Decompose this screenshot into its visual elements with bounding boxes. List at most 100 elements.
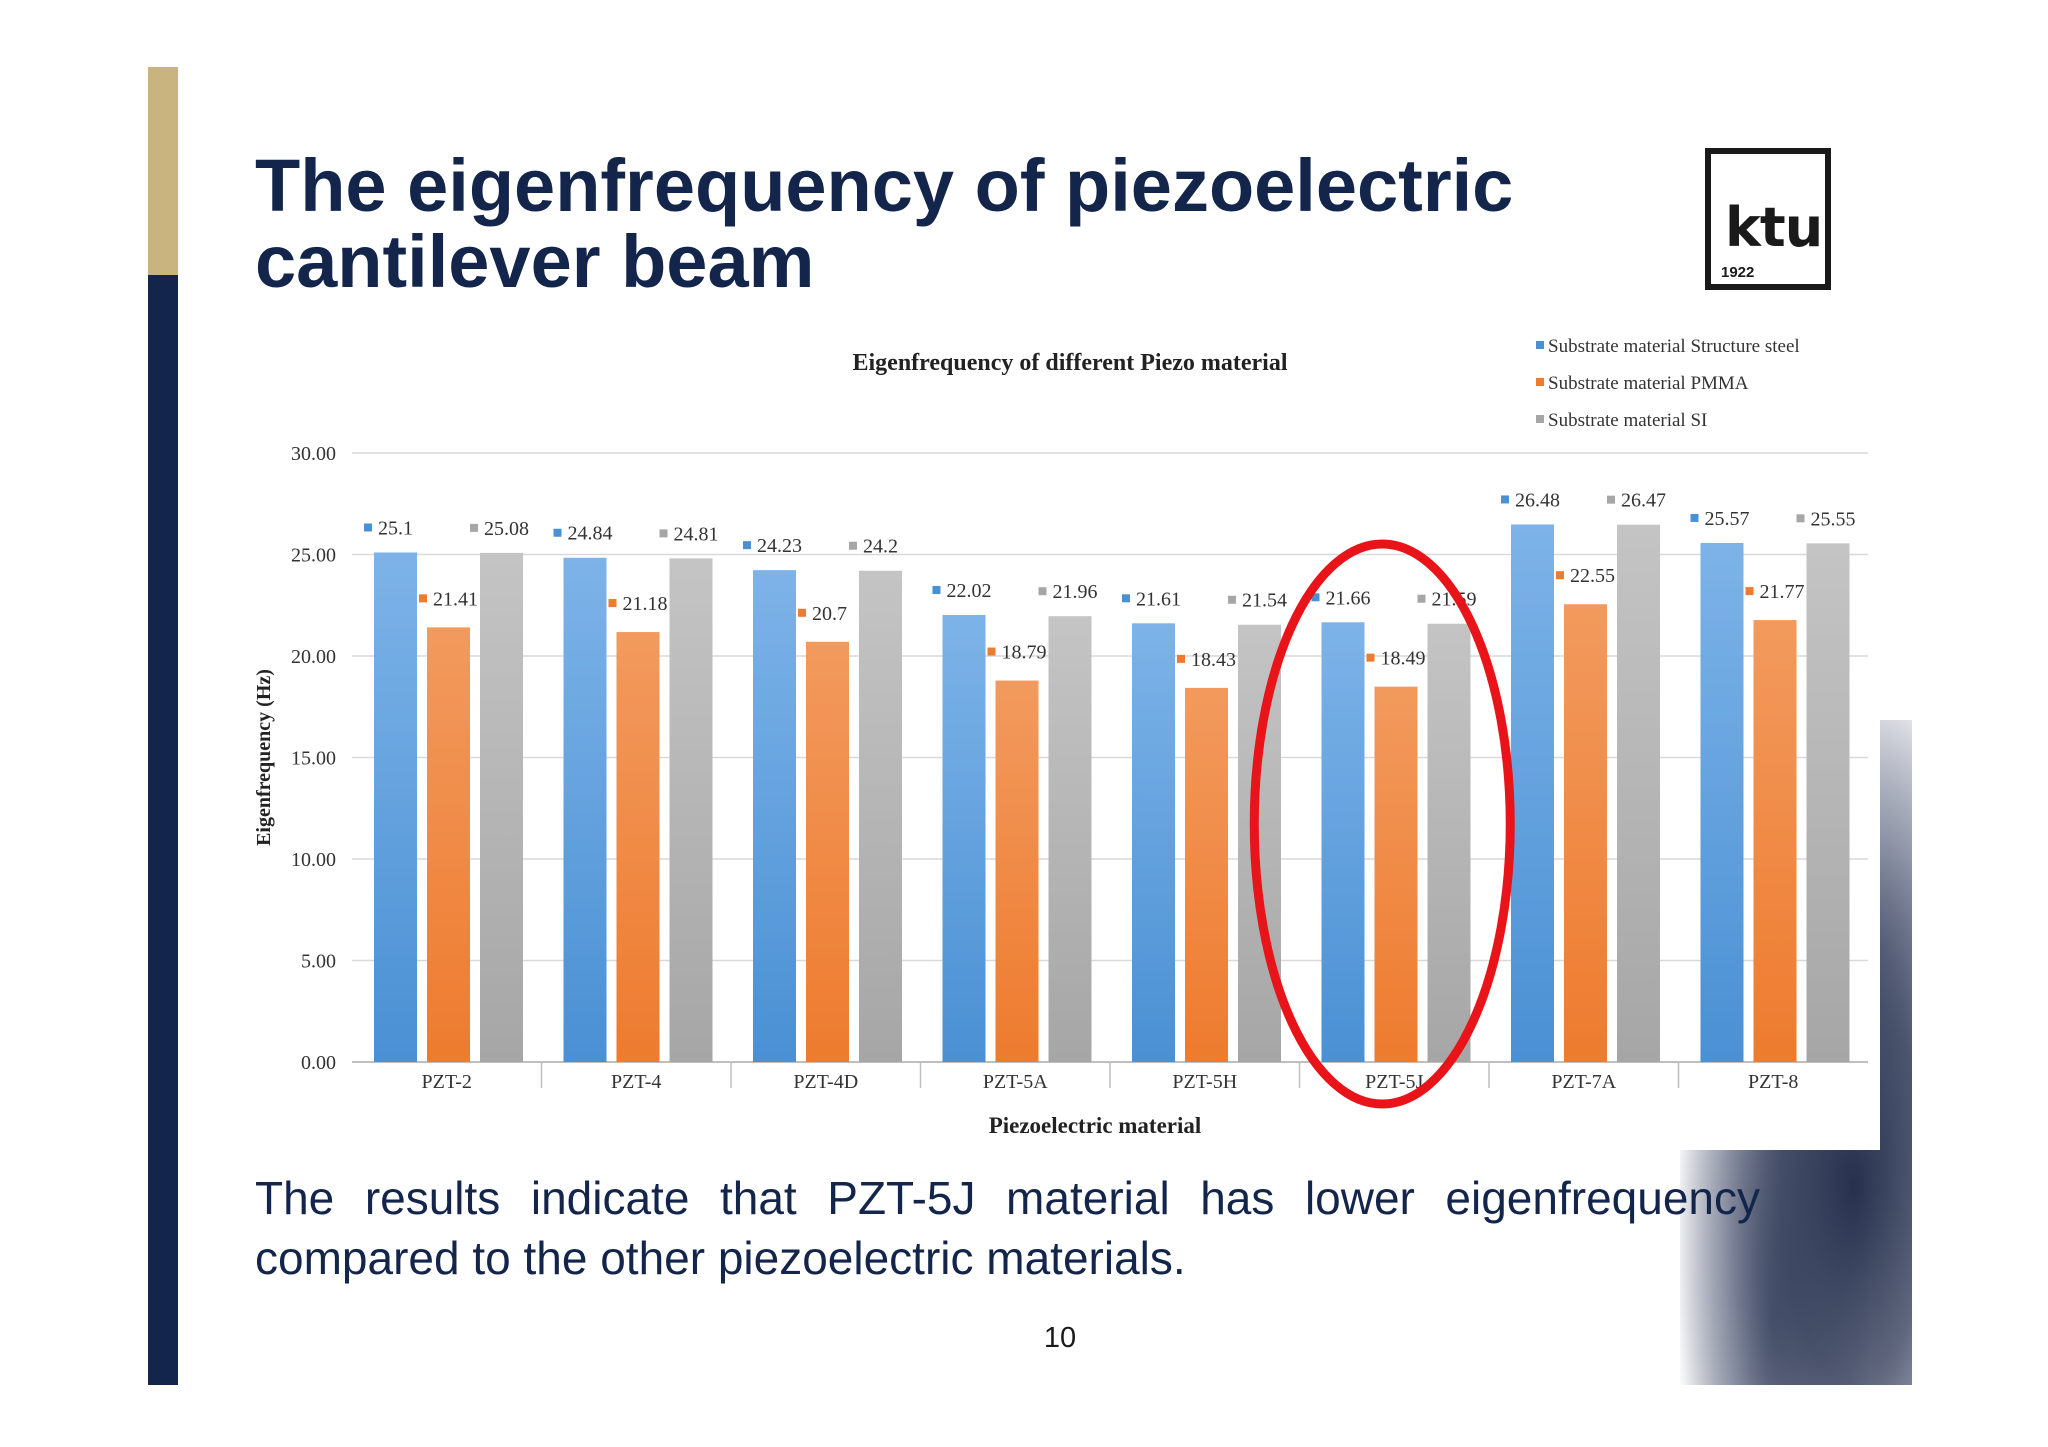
x-tick-label: PZT-4D xyxy=(793,1071,858,1093)
bar-si xyxy=(669,558,713,1062)
y-tick-label: 25.00 xyxy=(291,545,336,567)
y-tick-label: 0.00 xyxy=(301,1052,336,1074)
data-label: 24.81 xyxy=(674,523,719,545)
bar-pmma xyxy=(1374,686,1418,1062)
bar-pmma xyxy=(427,627,470,1062)
data-label: 25.1 xyxy=(378,517,413,539)
y-axis-label: Eigenfrequency (Hz) xyxy=(253,669,275,846)
data-label-marker xyxy=(1366,653,1375,662)
bar-si xyxy=(1427,623,1471,1062)
bar-steel xyxy=(1132,623,1175,1062)
data-label-marker xyxy=(798,608,806,617)
bar-pmma xyxy=(806,641,849,1062)
bar-steel xyxy=(753,570,796,1062)
highlight-ellipse xyxy=(1249,539,1515,1109)
data-label-marker xyxy=(1556,571,1564,580)
bar-pmma xyxy=(1564,604,1607,1062)
bar-si xyxy=(480,552,523,1062)
bar-si xyxy=(1617,524,1660,1062)
data-label: 21.77 xyxy=(1760,581,1805,603)
body-text: The results indicate that PZT-5J materia… xyxy=(255,1172,1760,1284)
data-label-marker xyxy=(932,585,941,594)
legend-label: Substrate material SI xyxy=(1548,410,1707,431)
data-label-marker xyxy=(1417,594,1426,603)
data-label-marker xyxy=(1607,495,1615,504)
data-label-marker xyxy=(419,594,427,603)
chart-area: Eigenfrequency of different Piezo materi… xyxy=(240,320,1880,1150)
y-tick-label: 5.00 xyxy=(301,951,336,973)
data-label: 21.61 xyxy=(1136,588,1181,610)
data-label: 21.96 xyxy=(1053,581,1098,603)
data-label: 26.47 xyxy=(1621,490,1666,512)
bar-steel xyxy=(1511,524,1554,1062)
x-axis-label: Piezoelectric material xyxy=(989,1113,1202,1138)
bar-pmma xyxy=(616,632,660,1062)
accent-bar-gold xyxy=(148,67,178,275)
eigenfrequency-bar-chart: Eigenfrequency of different Piezo materi… xyxy=(253,336,1868,1138)
bar-steel xyxy=(1321,622,1365,1062)
logo-year: 1922 xyxy=(1721,264,1755,281)
x-tick-label: PZT-8 xyxy=(1748,1071,1798,1093)
bar-si xyxy=(1048,616,1092,1062)
bar-pmma xyxy=(1753,620,1797,1062)
page-number: 10 xyxy=(1043,1322,1077,1354)
data-label: 21.41 xyxy=(433,588,478,610)
legend-label: Substrate material PMMA xyxy=(1548,373,1749,394)
data-label-marker xyxy=(849,541,857,550)
bar-steel xyxy=(563,557,607,1062)
data-label: 18.43 xyxy=(1191,649,1236,671)
legend-label: Substrate material Structure steel xyxy=(1548,336,1800,357)
data-label: 22.55 xyxy=(1570,565,1615,587)
logo-text: ktu xyxy=(1725,196,1823,259)
data-label-marker xyxy=(608,599,617,608)
data-label-marker xyxy=(1122,594,1130,603)
y-tick-label: 20.00 xyxy=(291,646,336,668)
data-label-marker xyxy=(470,523,478,532)
data-label-marker xyxy=(1038,587,1047,596)
data-label: 25.08 xyxy=(484,518,529,540)
data-label: 21.54 xyxy=(1242,590,1287,612)
bar-si xyxy=(1806,543,1850,1062)
data-label: 26.48 xyxy=(1515,489,1560,511)
x-tick-label: PZT-7A xyxy=(1551,1071,1616,1093)
bar-pmma xyxy=(1185,687,1228,1062)
y-tick-label: 30.00 xyxy=(291,443,336,465)
data-label-marker xyxy=(1745,587,1754,596)
bar-pmma xyxy=(995,680,1039,1062)
data-label: 25.57 xyxy=(1705,508,1750,530)
x-tick-label: PZT-4 xyxy=(611,1071,661,1093)
bar-steel xyxy=(374,552,417,1062)
data-label: 20.7 xyxy=(812,603,847,625)
accent-bar-navy xyxy=(148,275,178,1385)
y-tick-label: 15.00 xyxy=(291,748,336,770)
x-tick-label: PZT-2 xyxy=(422,1071,472,1093)
data-label-marker xyxy=(1311,593,1320,602)
data-label-marker xyxy=(364,523,372,532)
bar-si xyxy=(859,570,902,1062)
bar-steel xyxy=(942,614,986,1062)
y-tick-label: 10.00 xyxy=(291,849,336,871)
bar-steel xyxy=(1700,542,1744,1062)
ktu-logo: ktu 1922 xyxy=(1705,148,1831,290)
data-label-marker xyxy=(1796,514,1805,523)
data-label-marker xyxy=(1690,513,1699,522)
data-label: 24.2 xyxy=(863,536,898,558)
data-label: 21.66 xyxy=(1326,587,1371,609)
chart-title: Eigenfrequency of different Piezo materi… xyxy=(853,350,1288,376)
data-label-marker xyxy=(553,528,562,537)
data-label-marker xyxy=(1501,495,1509,504)
data-label: 25.55 xyxy=(1811,508,1856,530)
data-label: 18.49 xyxy=(1381,648,1426,670)
data-label-marker xyxy=(659,529,668,538)
x-tick-label: PZT-5A xyxy=(983,1071,1048,1093)
data-label: 24.84 xyxy=(568,523,613,545)
legend-marker xyxy=(1536,415,1544,423)
legend-marker xyxy=(1536,341,1544,349)
data-label-marker xyxy=(987,647,996,656)
data-label: 21.18 xyxy=(623,593,668,615)
data-label: 18.79 xyxy=(1002,642,1047,664)
data-label-marker xyxy=(1228,595,1236,604)
data-label-marker xyxy=(1177,654,1185,663)
bar-si xyxy=(1238,624,1281,1062)
slide-title: The eigenfrequency of piezoelectric cant… xyxy=(255,144,1514,303)
